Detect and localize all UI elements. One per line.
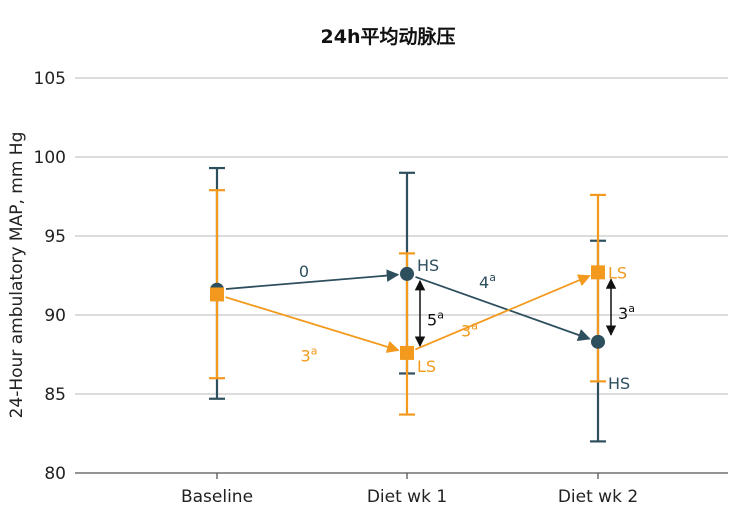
point-ls bbox=[591, 265, 605, 280]
difference-annotation: 3a bbox=[618, 302, 635, 323]
slope-annotation: 3a bbox=[301, 345, 318, 366]
slope-annotation: 3a bbox=[461, 320, 478, 341]
chart-title: 24h平均动脉压 bbox=[321, 25, 456, 48]
series-label: HS bbox=[417, 256, 439, 275]
point-ls bbox=[210, 287, 224, 302]
y-tick-label: 90 bbox=[44, 306, 66, 326]
y-tick-labels: 80 85 90 95 100 105 bbox=[34, 69, 66, 484]
point-ls bbox=[400, 345, 414, 360]
y-tick-label: 95 bbox=[44, 227, 66, 247]
x-tick-labels: Baseline Diet wk 1 Diet wk 2 bbox=[181, 473, 638, 507]
slope-annotation: 4a bbox=[479, 271, 496, 292]
error-bars bbox=[209, 166, 606, 443]
series-label: HS bbox=[608, 374, 630, 393]
point-hs bbox=[400, 266, 414, 281]
point-hs bbox=[591, 334, 605, 349]
series-segment bbox=[225, 296, 400, 353]
difference-arrows bbox=[414, 278, 617, 347]
series-lines bbox=[225, 269, 591, 353]
data-points bbox=[210, 265, 605, 360]
y-tick-label: 85 bbox=[44, 385, 66, 405]
difference-annotation: 5a bbox=[427, 308, 444, 329]
x-tick-label: Baseline bbox=[181, 487, 253, 507]
y-tick-label: 100 bbox=[34, 148, 66, 168]
slope-annotation: 0 bbox=[299, 262, 309, 281]
series-label: LS bbox=[417, 357, 436, 376]
y-tick-label: 105 bbox=[34, 69, 66, 89]
annotations: HS HS LS LS 0 3a 4a 3a 5a 3a bbox=[299, 256, 635, 393]
x-tick-label: Diet wk 1 bbox=[367, 487, 447, 507]
gridlines bbox=[75, 77, 728, 474]
y-axis-title: 24-Hour ambulatory MAP, mm Hg bbox=[7, 132, 27, 419]
x-tick-label: Diet wk 2 bbox=[558, 487, 638, 507]
series-segment bbox=[225, 269, 400, 290]
series-label: LS bbox=[608, 263, 627, 282]
series-segment bbox=[415, 276, 591, 341]
series-segment bbox=[414, 274, 591, 351]
y-tick-label: 80 bbox=[44, 464, 66, 484]
